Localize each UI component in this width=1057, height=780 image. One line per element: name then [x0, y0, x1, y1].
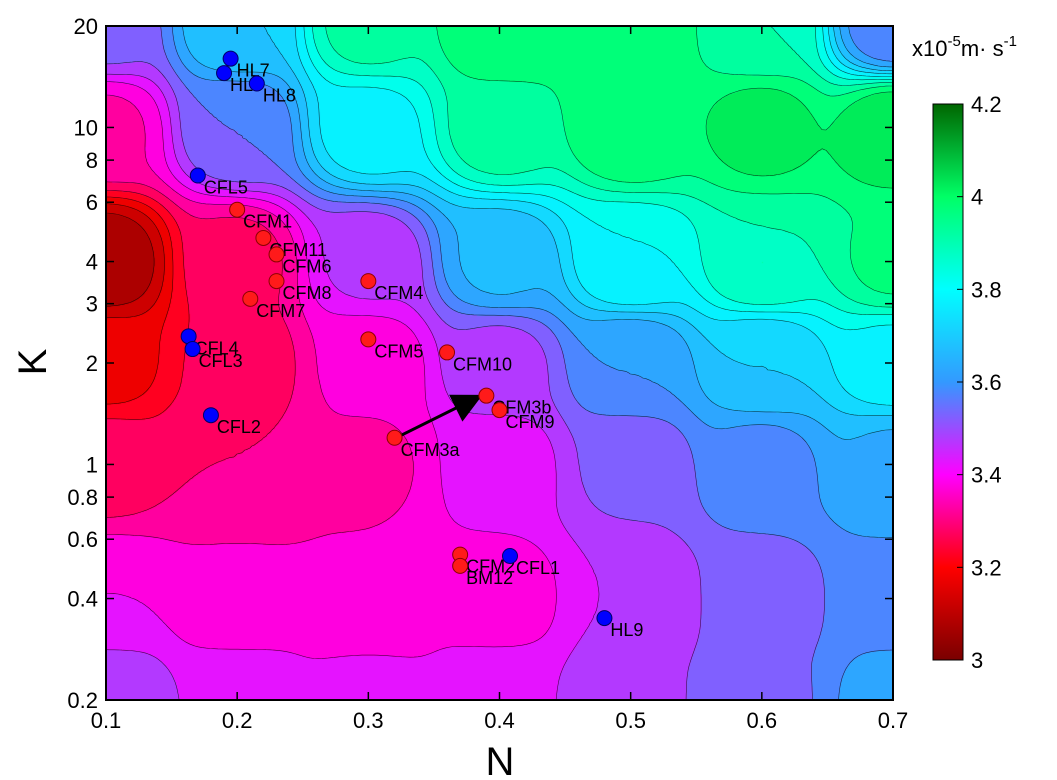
x-tick-label: 0.2	[222, 708, 253, 733]
sample-point-label: CFM5	[374, 341, 423, 361]
colorbar-ticks: 3 3.2 3.4 3.6 3.8 4 4.2	[957, 92, 1002, 673]
contour-line	[160, 26, 825, 700]
sample-point-label: HL7	[237, 61, 270, 81]
sample-point-label: HL8	[263, 86, 296, 106]
contour-line	[106, 203, 165, 319]
x-tick-label: 0.4	[484, 708, 515, 733]
contour-line	[106, 196, 174, 405]
y-tick-label: 8	[86, 148, 98, 173]
colorbar-unit-exp2: -1	[1004, 33, 1017, 50]
sample-point-label: CFM2	[466, 557, 515, 577]
contour-line	[325, 26, 893, 308]
sample-point	[596, 610, 613, 627]
y-tick-label: 0.2	[67, 688, 98, 713]
y-tick-label: 6	[86, 190, 98, 215]
colorbar-unit-base: x10	[912, 36, 947, 61]
y-tick-label: 2	[86, 351, 98, 376]
contour-field	[106, 26, 893, 700]
sample-point	[248, 75, 265, 92]
contour-line	[106, 61, 702, 700]
colorbar-tick-label: 4	[971, 185, 983, 210]
colorbar-unit-text: m· s	[961, 36, 1004, 61]
sample-point	[501, 547, 518, 564]
sample-point	[229, 201, 246, 218]
x-axis-title: N	[486, 740, 515, 780]
y-tick-label: 10	[74, 115, 98, 140]
sample-point-label: CFM1	[243, 212, 292, 232]
colorbar-tick-label: 3.4	[971, 463, 1002, 488]
sample-point-label: CFM7	[256, 301, 305, 321]
y-axis-ticks: 0.2 0.4 0.6 0.8 1 2 3 4 6 8 10 20	[67, 14, 893, 713]
sample-point	[452, 557, 469, 574]
sample-point-label: CFM8	[283, 283, 332, 303]
colorbar-tick-label: 3	[971, 648, 983, 673]
x-tick-label: 0.1	[91, 708, 122, 733]
sample-point-label: CFM3a	[401, 440, 461, 460]
x-axis-ticks: 0.1 0.2 0.3 0.4 0.5 0.6 0.7	[91, 26, 909, 733]
sample-point-label: HL9	[610, 620, 643, 640]
sample-point	[255, 229, 272, 246]
colorbar-unit-exp: -5	[947, 33, 960, 50]
x-tick-label: 0.6	[747, 708, 778, 733]
contour-line	[106, 73, 600, 700]
sample-point	[268, 246, 285, 263]
y-tick-label: 3	[86, 292, 98, 317]
colorbar-tick-label: 3.2	[971, 555, 1002, 580]
sample-point-label: CFM4	[374, 283, 423, 303]
contour-line	[263, 26, 893, 416]
contour-line	[106, 212, 155, 307]
y-tick-label: 0.8	[67, 485, 98, 510]
sample-point	[360, 273, 377, 290]
contour-lines	[106, 26, 893, 700]
sample-point-label: CFL5	[204, 178, 248, 198]
colorbar-unit-label: x10-5m· s-1	[912, 33, 1017, 61]
contour-line	[294, 26, 893, 406]
sample-point	[386, 429, 403, 446]
contour-line	[106, 190, 190, 420]
contour-line	[171, 26, 893, 700]
contour-line	[436, 26, 893, 295]
contour-line	[106, 181, 296, 518]
y-tick-label: 1	[86, 452, 98, 477]
contour-line	[705, 87, 893, 189]
sample-point	[184, 341, 201, 358]
sample-point-label: CFL2	[217, 417, 261, 437]
sample-point-label: CFL4	[195, 338, 239, 358]
sample-point-label: CFM9	[506, 412, 555, 432]
contour-line	[312, 26, 893, 315]
sample-point	[222, 50, 239, 67]
y-tick-label: 0.4	[67, 587, 98, 612]
sample-point	[202, 407, 219, 424]
contour-line	[182, 26, 893, 440]
y-tick-label: 20	[74, 14, 98, 39]
sample-point	[242, 290, 259, 307]
colorbar-tick-label: 4.2	[971, 92, 1002, 117]
sample-point	[189, 167, 206, 184]
trend-arrow	[400, 394, 483, 437]
contour-line	[303, 26, 893, 331]
sample-point	[478, 387, 495, 404]
sample-point-label: CFL3	[199, 351, 243, 371]
colorbar-tick-label: 3.8	[971, 277, 1002, 302]
y-axis-title: K	[11, 348, 55, 375]
sample-point-label: CFM10	[453, 354, 512, 374]
sample-point	[491, 402, 508, 419]
sample-point	[439, 344, 456, 361]
x-tick-label: 0.5	[615, 708, 646, 733]
x-tick-label: 0.7	[878, 708, 909, 733]
y-tick-label: 0.6	[67, 527, 98, 552]
sample-point-label: BM12	[466, 568, 513, 588]
x-tick-label: 0.3	[353, 708, 384, 733]
sample-point-label: CFM3b	[492, 398, 551, 418]
sample-point-label: CFL1	[516, 558, 560, 578]
sample-point	[268, 273, 285, 290]
colorbar-tick-label: 3.6	[971, 370, 1002, 395]
sample-point-label: CFM6	[283, 256, 332, 276]
sample-points: HL7HL6HL8CFL5CFM1CFM11CFM6CFM8CFM7CFM4CF…	[180, 50, 643, 640]
y-tick-label: 4	[86, 250, 98, 275]
sample-point	[216, 65, 233, 82]
contour-line	[106, 81, 557, 659]
sample-point	[360, 331, 377, 348]
